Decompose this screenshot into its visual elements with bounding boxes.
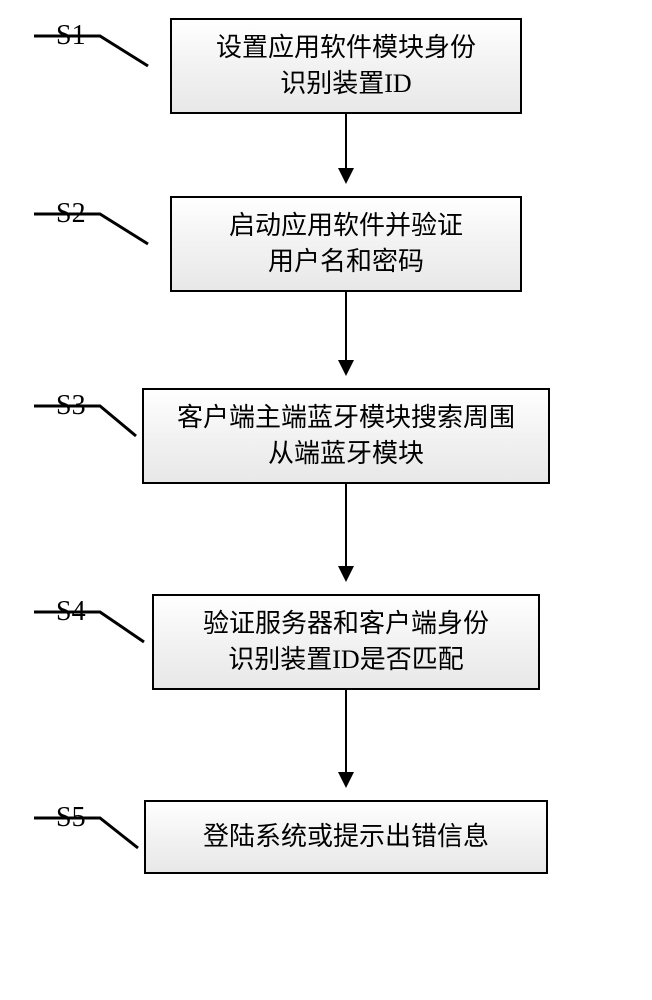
step-pointer [32,610,146,644]
step-box-s3: 客户端主端蓝牙模块搜索周围从端蓝牙模块 [142,388,550,484]
step-pointer [32,34,150,68]
flowchart-canvas: S1 设置应用软件模块身份识别装置ID S2 启动应用软件并验证用户名和密码 S3 客户端… [0,0,652,1000]
step-label-s4: S4 [56,596,86,628]
step-box-s2: 启动应用软件并验证用户名和密码 [170,196,522,292]
step-text-line2: 识别装置ID是否匹配 [203,642,489,678]
step-box-s4: 验证服务器和客户端身份识别装置ID是否匹配 [152,594,540,690]
step-box-s5: 登陆系统或提示出错信息 [144,800,548,874]
step-text-line2: 识别装置ID [216,66,476,102]
step-label-s5: S5 [56,802,86,834]
step-box-s1: 设置应用软件模块身份识别装置ID [170,18,522,114]
step-label-s2: S2 [56,198,86,230]
step-box-text: 启动应用软件并验证用户名和密码 [229,208,463,281]
step-text-line1: 设置应用软件模块身份 [216,30,476,66]
step-text-line2: 从端蓝牙模块 [177,436,515,472]
flow-arrow-2 [345,292,347,374]
step-box-text: 登陆系统或提示出错信息 [203,819,489,855]
step-pointer [32,212,150,246]
step-pointer [32,816,140,850]
step-text-line2: 用户名和密码 [229,244,463,280]
step-label-s1: S1 [56,20,86,52]
step-text-line1: 验证服务器和客户端身份 [203,606,489,642]
flow-arrow-4 [345,690,347,786]
step-box-text: 客户端主端蓝牙模块搜索周围从端蓝牙模块 [177,400,515,473]
flow-arrow-3 [345,484,347,580]
step-box-text: 验证服务器和客户端身份识别装置ID是否匹配 [203,606,489,679]
flow-arrow-1 [345,114,347,182]
step-box-text: 设置应用软件模块身份识别装置ID [216,30,476,103]
step-text-line1: 客户端主端蓝牙模块搜索周围 [177,400,515,436]
step-text-line1: 启动应用软件并验证 [229,208,463,244]
step-text-line1: 登陆系统或提示出错信息 [203,819,489,855]
step-label-s3: S3 [56,390,86,422]
